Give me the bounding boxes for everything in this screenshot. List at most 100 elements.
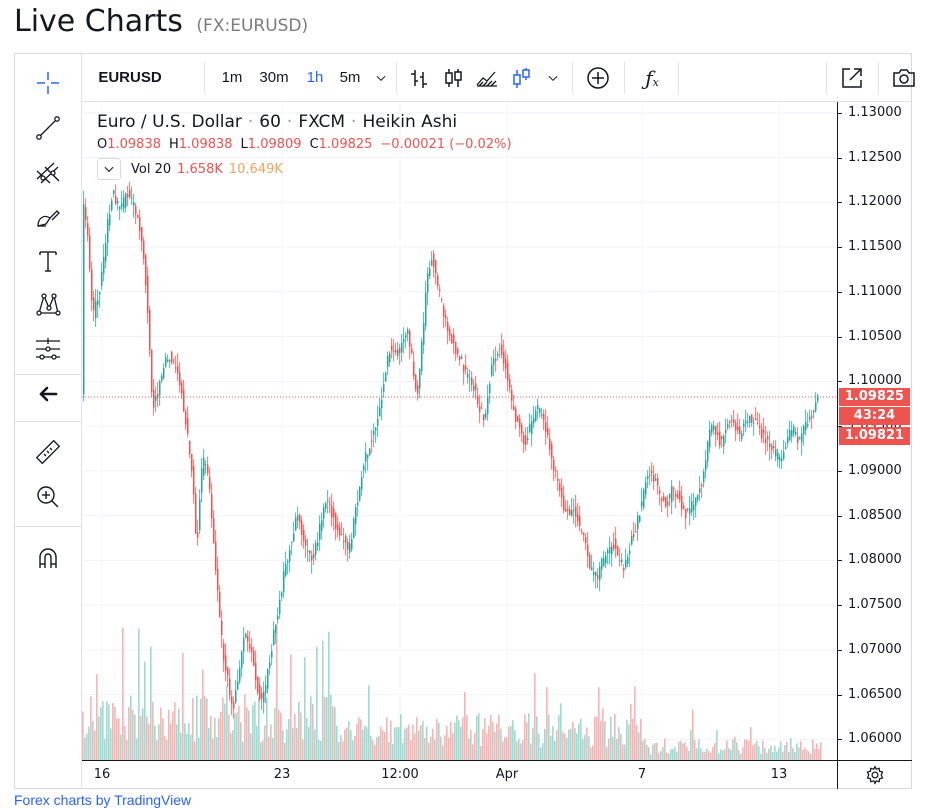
legend-symbol-name: Euro / U.S. Dollar	[97, 112, 242, 132]
volume-bar	[432, 728, 434, 760]
candle-body	[455, 341, 457, 354]
volume-bar	[166, 739, 168, 760]
chart-pane[interactable]	[82, 102, 837, 760]
volume-bar	[430, 736, 432, 760]
volume-bar	[604, 721, 606, 760]
candle-body	[103, 257, 105, 274]
candle-body	[421, 341, 423, 371]
candle-body	[299, 514, 301, 523]
candle-body	[699, 488, 701, 493]
candle-body	[755, 418, 757, 421]
zoom-in-icon[interactable]	[31, 480, 65, 514]
ruler-icon[interactable]	[31, 435, 65, 469]
candle-body	[129, 189, 131, 198]
symbol-search[interactable]: EURUSD	[98, 69, 162, 86]
volume-bar	[700, 748, 702, 760]
candles-icon[interactable]	[438, 54, 468, 101]
volume-bar	[566, 737, 568, 760]
volume-bar	[596, 716, 598, 760]
volume-bar	[248, 710, 250, 760]
candle-body	[631, 535, 633, 545]
candle-body	[497, 353, 499, 356]
bar-chart-icon[interactable]	[404, 54, 434, 101]
volume-bar	[324, 697, 326, 760]
candle-body	[353, 518, 355, 539]
legend-volume-label: Vol 20	[131, 161, 172, 177]
candle-body	[331, 505, 333, 518]
candle-body	[637, 515, 639, 530]
candle-body	[611, 546, 613, 555]
candle-body	[179, 372, 181, 386]
volume-bar	[272, 737, 274, 760]
candle-body	[807, 424, 809, 426]
footer-tradingview-link[interactable]: Forex charts by TradingView	[14, 792, 192, 808]
legend-collapse-button[interactable]	[97, 158, 121, 180]
volume-bar	[486, 733, 488, 760]
trendline-icon[interactable]	[31, 111, 65, 145]
heikin-ashi-icon[interactable]	[506, 54, 536, 101]
candle-body	[319, 523, 321, 540]
area-icon[interactable]	[472, 54, 502, 101]
brush-icon[interactable]	[31, 201, 65, 235]
volume-bar	[350, 730, 352, 760]
volume-bar	[606, 746, 608, 760]
candle-body	[579, 516, 581, 526]
text-icon[interactable]	[31, 244, 65, 278]
pattern-icon[interactable]	[31, 287, 65, 321]
interval-5m[interactable]: 5m	[339, 69, 361, 86]
price-tick-mark	[838, 470, 842, 472]
candle-body	[561, 487, 563, 498]
candle-body	[693, 504, 695, 511]
chart-settings-button[interactable]	[837, 760, 912, 789]
chevron-down-icon[interactable]	[544, 54, 562, 101]
interval-30m[interactable]: 30m	[259, 69, 289, 86]
candle-body	[265, 685, 267, 693]
magnet-icon[interactable]	[31, 541, 65, 575]
volume-bar	[162, 718, 164, 760]
candle-body	[433, 253, 435, 267]
arrow-left-icon[interactable]	[31, 377, 65, 411]
price-chart-svg[interactable]	[82, 102, 837, 760]
price-axis[interactable]: 1.13000 1.12500 1.12000 1.11500 1.11000 1.105…	[837, 102, 912, 760]
volume-bar	[626, 719, 628, 760]
crosshair-icon[interactable]	[31, 66, 65, 100]
volume-bar	[760, 753, 762, 760]
legend-high: 1.09838	[178, 137, 233, 152]
candle-body	[589, 555, 591, 569]
candle-body	[747, 422, 749, 424]
candle-body	[235, 690, 237, 703]
volume-bar	[310, 696, 312, 760]
candle-body	[269, 662, 271, 669]
interval-1m[interactable]: 1m	[221, 69, 243, 86]
chevron-down-icon[interactable]	[372, 54, 390, 101]
volume-bar	[516, 741, 518, 760]
volume-bar	[508, 726, 510, 760]
pitchfork-icon[interactable]	[31, 156, 65, 190]
candle-body	[425, 292, 427, 326]
volume-bar	[236, 712, 238, 760]
volume-bar	[766, 752, 768, 760]
volume-bar	[746, 739, 748, 760]
interval-1h[interactable]: 1h	[306, 69, 324, 86]
volume-bar	[322, 640, 324, 760]
volume-bar	[366, 727, 368, 760]
candle-body	[329, 503, 331, 505]
volume-bar	[368, 685, 370, 760]
camera-icon[interactable]	[884, 54, 924, 101]
candle-body	[167, 359, 169, 362]
popout-icon[interactable]	[832, 54, 872, 101]
plus-circle-icon[interactable]	[578, 54, 618, 101]
candle-body	[727, 424, 729, 428]
time-axis[interactable]: 16 23 12:00 Apr 7 13	[82, 760, 837, 789]
volume-bar	[736, 742, 738, 760]
candle-body	[153, 389, 155, 408]
candle-body	[207, 464, 209, 474]
price-tick-label: 1.08000	[848, 552, 902, 568]
prediction-icon[interactable]	[31, 332, 65, 366]
toolbar-divider	[572, 62, 573, 94]
volume-bar	[390, 720, 392, 760]
volume-bar	[708, 751, 710, 760]
volume-bar	[280, 712, 282, 760]
candle-body	[345, 535, 347, 543]
